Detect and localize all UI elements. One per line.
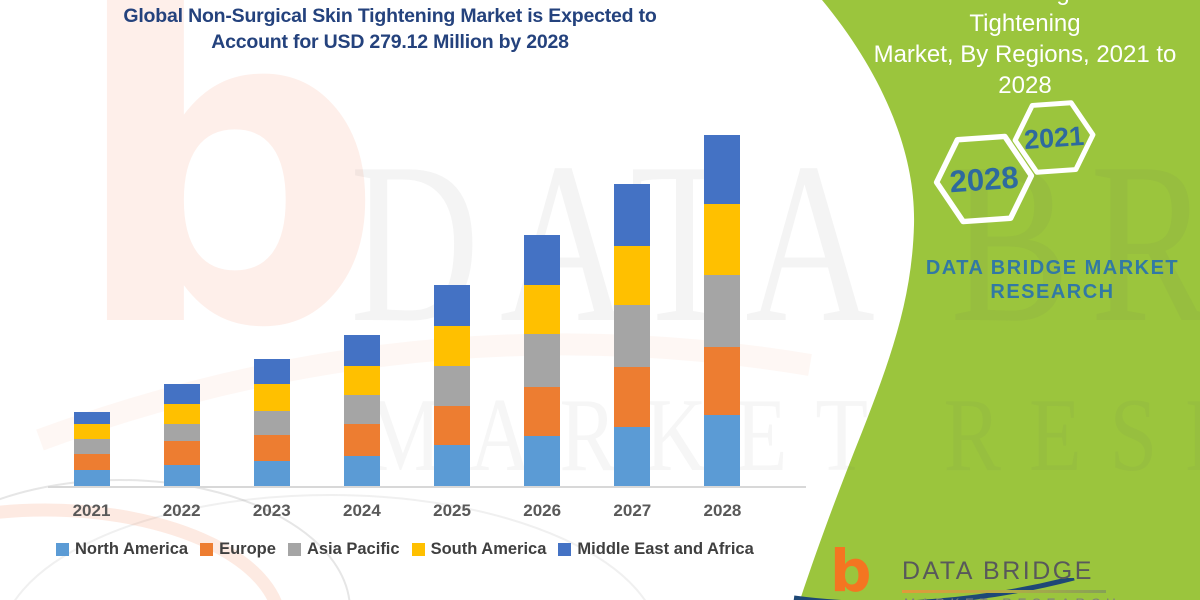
legend-item-europe: Europe [200, 540, 276, 559]
side-brand-line1: DATA BRIDGE MARKET [925, 257, 1180, 279]
legend-label-europe: Europe [219, 540, 276, 558]
legend-swatch-europe [200, 543, 214, 556]
x-axis-label-2025: 2025 [433, 501, 471, 520]
x-axis-label-2027: 2027 [613, 501, 652, 520]
legend-label-north-america: North America [75, 540, 189, 558]
side-brand-line2: RESEARCH [990, 281, 1115, 303]
legend-label-south-america: South America [430, 540, 547, 558]
legend-label-asia-pacific: Asia Pacific [306, 540, 400, 558]
x-axis-label-2028: 2028 [703, 501, 742, 520]
legend-item-north-america: North America [56, 540, 188, 559]
side-heading-line1: Global Non-Surgical Skin Tightening [891, 0, 1159, 37]
chart-title: Global Non-Surgical Skin Tightening Mark… [35, 3, 745, 55]
x-axis-label-2026: 2026 [523, 501, 562, 520]
legend-swatch-north-america [56, 543, 69, 556]
side-brand-text: DATA BRIDGE MARKET RESEARCH [900, 256, 1200, 304]
chart-title-line1: Global Non-Surgical Skin Tightening Mark… [123, 5, 657, 27]
legend-item-middle-east-and-africa: Middle East and Africa [558, 540, 754, 559]
dbmr-footer-logo: b DATA BRIDGE MARKET RESEARCH [793, 542, 1130, 600]
data-bridge-watermark-text: DATA BRIDGE [350, 115, 1200, 370]
logo-subtitle: MARKET RESEARCH [904, 596, 1121, 600]
x-axis-label-2024: 2024 [342, 501, 381, 520]
hexagon-2021: 2021 [1012, 100, 1096, 175]
logo-company-name: DATA BRIDGE [902, 557, 1094, 585]
x-axis-label-2022: 2022 [162, 501, 201, 520]
legend-item-asia-pacific: Asia Pacific [287, 540, 400, 559]
logo-b-icon: b [830, 537, 872, 600]
hexagon-2028-label: 2028 [948, 160, 1019, 200]
legend-item-south-america: South America [411, 540, 547, 559]
legend-label-middle-east-and-africa: Middle East and Africa [577, 540, 754, 558]
legend-swatch-asia-pacific [287, 543, 301, 556]
chart-legend: North America Europe Asia Pacific South Ame… [56, 540, 754, 559]
market-research-watermark-text: MARKET RESEARCH [365, 376, 1200, 493]
x-axis-label-2023: 2023 [252, 501, 291, 520]
logo-underline [902, 590, 1106, 593]
hexagon-badges: 2028 2021 [933, 100, 1096, 225]
hexagon-2021-label: 2021 [1023, 121, 1085, 155]
legend-swatch-south-america [411, 543, 425, 556]
dbmr-b-watermark: b [70, 0, 385, 424]
chart-title-line2: Account for USD 279.12 Million by 2028 [211, 31, 569, 53]
side-panel-heading: Global Non-Surgical Skin Tightening Mark… [845, 0, 1200, 101]
hexagon-2028: 2028 [933, 133, 1035, 225]
green-panel-shape [800, 0, 1200, 600]
logo-swoosh-icon [793, 578, 1075, 600]
side-heading-line2: Market, By Regions, 2021 to 2028 [873, 41, 1177, 99]
legend-swatch-middle-east-and-africa [558, 543, 572, 556]
x-axis-label-2021: 2021 [72, 501, 111, 520]
x-axis-line [48, 486, 806, 488]
